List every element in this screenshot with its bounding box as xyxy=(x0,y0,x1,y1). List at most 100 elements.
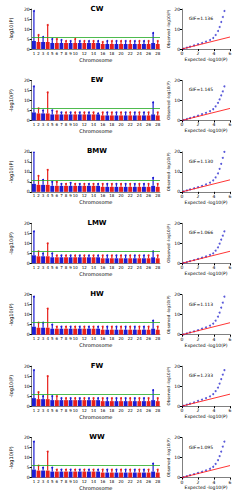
svg-text:Expected -log10(P): Expected -log10(P) xyxy=(185,271,228,276)
svg-text:2: 2 xyxy=(197,122,200,127)
svg-text:3: 3 xyxy=(42,479,45,484)
svg-text:10: 10 xyxy=(174,312,180,317)
svg-text:Chromosome: Chromosome xyxy=(79,128,112,134)
svg-text:2: 2 xyxy=(197,265,200,270)
svg-text:18: 18 xyxy=(109,408,115,413)
svg-text:1: 1 xyxy=(33,479,36,484)
svg-text:20: 20 xyxy=(24,292,30,297)
svg-text:14: 14 xyxy=(91,336,97,341)
svg-text:8: 8 xyxy=(65,408,68,413)
svg-text:6: 6 xyxy=(229,51,232,56)
svg-text:6: 6 xyxy=(56,51,59,56)
svg-text:12: 12 xyxy=(82,479,88,484)
svg-text:2: 2 xyxy=(197,408,200,413)
svg-text:6: 6 xyxy=(56,408,59,413)
svg-text:4: 4 xyxy=(46,408,49,413)
svg-text:Observed -log10(P): Observed -log10(P) xyxy=(166,366,171,405)
svg-text:1: 1 xyxy=(33,265,36,270)
svg-text:10: 10 xyxy=(174,27,180,32)
svg-text:6: 6 xyxy=(56,479,59,484)
svg-text:28: 28 xyxy=(155,51,161,56)
svg-text:10: 10 xyxy=(24,312,30,317)
svg-text:0: 0 xyxy=(27,261,30,266)
svg-text:6: 6 xyxy=(56,122,59,127)
svg-text:5: 5 xyxy=(27,179,30,184)
svg-text:22: 22 xyxy=(128,122,134,127)
svg-text:18: 18 xyxy=(109,336,115,341)
svg-text:7: 7 xyxy=(60,408,63,413)
svg-text:12: 12 xyxy=(82,51,88,56)
svg-text:5: 5 xyxy=(27,322,30,327)
svg-text:4: 4 xyxy=(213,337,216,342)
svg-text:16: 16 xyxy=(100,51,106,56)
svg-text:6: 6 xyxy=(229,337,232,342)
svg-text:10: 10 xyxy=(24,455,30,460)
svg-text:28: 28 xyxy=(155,193,161,198)
svg-text:LMW: LMW xyxy=(87,219,106,227)
svg-text:-log10(P): -log10(P) xyxy=(8,89,15,112)
svg-text:2: 2 xyxy=(37,51,40,56)
svg-text:4: 4 xyxy=(213,265,216,270)
svg-text:1: 1 xyxy=(33,193,36,198)
svg-text:6: 6 xyxy=(56,265,59,270)
svg-text:28: 28 xyxy=(155,336,161,341)
svg-text:8: 8 xyxy=(65,122,68,127)
svg-text:20: 20 xyxy=(174,292,180,297)
svg-text:2: 2 xyxy=(37,336,40,341)
svg-text:2: 2 xyxy=(197,337,200,342)
svg-text:Expected -log10(P): Expected -log10(P) xyxy=(185,128,228,133)
svg-text:12: 12 xyxy=(82,265,88,270)
svg-text:12: 12 xyxy=(82,193,88,198)
svg-text:22: 22 xyxy=(128,51,134,56)
svg-text:16: 16 xyxy=(100,265,106,270)
svg-text:10: 10 xyxy=(24,169,30,174)
svg-text:18: 18 xyxy=(109,122,115,127)
svg-text:3: 3 xyxy=(42,336,45,341)
svg-text:15: 15 xyxy=(24,302,30,307)
svg-text:-log10(P): -log10(P) xyxy=(8,303,15,326)
svg-text:2: 2 xyxy=(197,480,200,485)
svg-text:GIF=1.095: GIF=1.095 xyxy=(189,445,213,450)
svg-text:18: 18 xyxy=(109,51,115,56)
svg-text:22: 22 xyxy=(128,336,134,341)
svg-text:20: 20 xyxy=(118,479,124,484)
svg-text:0: 0 xyxy=(181,265,184,270)
svg-text:4: 4 xyxy=(213,122,216,127)
svg-text:1: 1 xyxy=(33,408,36,413)
svg-text:BMW: BMW xyxy=(87,147,107,155)
svg-text:0: 0 xyxy=(27,189,30,194)
svg-text:EW: EW xyxy=(91,76,104,84)
svg-text:-log10(P): -log10(P) xyxy=(8,375,15,398)
svg-text:4: 4 xyxy=(46,265,49,270)
svg-text:GIF=1.066: GIF=1.066 xyxy=(189,230,213,235)
svg-text:0: 0 xyxy=(27,404,30,409)
svg-text:26: 26 xyxy=(146,193,152,198)
svg-text:0: 0 xyxy=(27,118,30,123)
svg-text:7: 7 xyxy=(60,51,63,56)
svg-text:24: 24 xyxy=(137,479,143,484)
svg-text:Chromosome: Chromosome xyxy=(79,199,112,205)
svg-text:6: 6 xyxy=(229,194,232,199)
svg-text:24: 24 xyxy=(137,265,143,270)
svg-text:14: 14 xyxy=(91,408,97,413)
svg-text:5: 5 xyxy=(27,394,30,399)
svg-text:8: 8 xyxy=(65,51,68,56)
svg-text:6: 6 xyxy=(229,480,232,485)
svg-text:8: 8 xyxy=(65,336,68,341)
svg-text:20: 20 xyxy=(174,149,180,154)
svg-text:GIF=1.233: GIF=1.233 xyxy=(189,373,213,378)
svg-text:15: 15 xyxy=(24,17,30,22)
svg-text:24: 24 xyxy=(137,193,143,198)
svg-text:20: 20 xyxy=(174,221,180,226)
svg-text:5: 5 xyxy=(27,37,30,42)
svg-text:20: 20 xyxy=(118,122,124,127)
svg-text:7: 7 xyxy=(60,265,63,270)
svg-text:GIF=1.136: GIF=1.136 xyxy=(189,16,213,21)
svg-text:Chromosome: Chromosome xyxy=(79,342,112,348)
svg-text:26: 26 xyxy=(146,408,152,413)
svg-text:Expected -log10(P): Expected -log10(P) xyxy=(185,485,228,490)
svg-text:28: 28 xyxy=(155,479,161,484)
svg-text:CW: CW xyxy=(91,5,104,13)
svg-text:0: 0 xyxy=(181,122,184,127)
svg-text:10: 10 xyxy=(73,51,79,56)
